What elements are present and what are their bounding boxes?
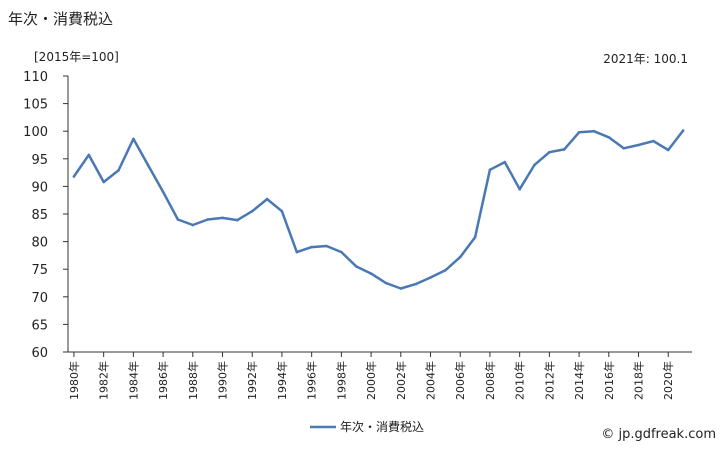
unit-label: [2015年=100] (34, 50, 119, 64)
data-point (340, 250, 343, 254)
x-tick-label: 2020年 (661, 361, 675, 400)
data-point (562, 148, 566, 151)
y-tick-label: 100 (23, 125, 48, 140)
data-point (384, 281, 388, 285)
latest-value-label: 2021年: 100.1 (603, 52, 688, 66)
x-tick-label: 1990年 (216, 361, 230, 400)
data-point (250, 209, 254, 213)
data-point (102, 180, 105, 184)
data-point (310, 245, 314, 249)
y-tick-label: 85 (31, 208, 48, 223)
y-tick-label: 90 (31, 180, 48, 195)
data-point (176, 218, 180, 221)
x-tick-label: 1992年 (245, 361, 259, 400)
y-axis: 60 65 70 75 80 85 90 95 100 105 110 (23, 70, 69, 361)
series-group (72, 129, 685, 290)
x-tick-label: 1984年 (126, 361, 140, 400)
y-tick-label: 60 (31, 346, 48, 361)
data-point (295, 250, 299, 254)
x-tick-label: 1988年 (186, 361, 200, 400)
data-point (518, 187, 521, 191)
data-point (458, 255, 462, 259)
y-tick-label: 105 (23, 98, 48, 113)
x-tick-label: 2012年 (542, 361, 556, 400)
x-tick-label: 1982年 (97, 361, 111, 400)
data-point (117, 169, 120, 172)
data-point (666, 148, 670, 152)
data-point (265, 197, 269, 201)
y-tick-label: 110 (23, 70, 48, 85)
data-point (429, 276, 432, 279)
data-point (354, 265, 358, 268)
legend: 年次・消費税込 (310, 419, 424, 434)
chart-title: 年次・消費税込 (8, 10, 114, 28)
source-credit[interactable]: © jp.gdfreak.com (601, 427, 716, 442)
y-tick-label: 70 (31, 291, 48, 306)
series-line (72, 129, 685, 290)
data-point (444, 269, 447, 272)
data-point (488, 168, 492, 172)
x-tick-label: 2004年 (424, 361, 438, 400)
data-point (592, 129, 596, 133)
x-tick-label: 2018年 (632, 361, 646, 400)
data-point (652, 139, 655, 143)
data-point (280, 209, 284, 213)
x-tick-label: 2002年 (394, 361, 408, 400)
y-tick-label: 65 (31, 318, 48, 333)
y-tick-label: 80 (31, 236, 48, 251)
data-point (146, 164, 150, 167)
data-point (607, 136, 611, 139)
x-tick-label: 1996年 (305, 361, 319, 400)
data-point (399, 287, 403, 290)
data-point (369, 272, 373, 275)
x-tick-label: 2008年 (483, 361, 497, 400)
legend-label: 年次・消費税込 (340, 419, 424, 434)
x-tick-label: 2014年 (572, 361, 586, 400)
data-point (577, 131, 581, 134)
data-point (681, 129, 685, 132)
data-point (637, 143, 640, 147)
data-point (325, 244, 328, 248)
x-tick-label: 2000年 (364, 361, 378, 400)
data-point (533, 163, 536, 167)
data-point (622, 147, 625, 150)
x-tick-label: 2006年 (453, 361, 467, 400)
x-tick-label: 2016年 (602, 361, 616, 400)
data-point (161, 190, 165, 194)
x-tick-label: 2010年 (513, 361, 527, 400)
data-point (503, 160, 507, 164)
data-point (132, 137, 135, 141)
x-tick-label: 1980年 (67, 361, 81, 400)
data-point (236, 218, 239, 222)
data-point (414, 282, 418, 286)
data-point (473, 235, 477, 239)
data-point (206, 218, 209, 221)
data-point (548, 150, 551, 154)
data-point (87, 153, 91, 157)
y-tick-label: 75 (31, 263, 48, 278)
x-tick-label: 1998年 (334, 361, 348, 400)
y-tick-label: 95 (31, 153, 48, 168)
x-axis: 1980年 1982年 1984年 1986年 1988年 1990年 1992年 1994年… (67, 351, 692, 400)
data-point (221, 216, 224, 220)
data-point (191, 223, 195, 227)
data-point (72, 175, 76, 178)
x-tick-label: 1986年 (156, 361, 170, 400)
x-tick-label: 1994年 (275, 361, 289, 400)
